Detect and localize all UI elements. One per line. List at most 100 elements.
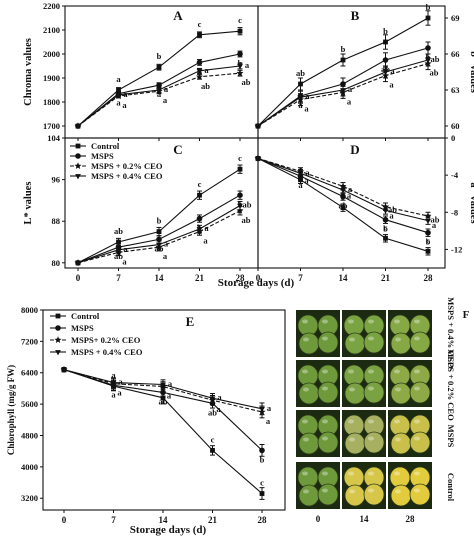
y-axis-title: Chlorophyll (mg/g FW) (6, 365, 16, 455)
data-point (237, 192, 243, 198)
x-axis-title-bottom: Storage days (d) (130, 524, 207, 536)
series-3: a aab ab (74, 69, 251, 129)
jujube-fruit (317, 381, 339, 404)
legend-label: MSPS (71, 323, 94, 333)
data-point (237, 166, 243, 172)
significance-label: ab (242, 215, 251, 225)
jujube-fruit (390, 332, 412, 355)
legend-label: MSPS (91, 151, 114, 161)
y-tick-label: 7200 (21, 336, 38, 346)
plot-frame (64, 5, 259, 139)
data-point (237, 203, 243, 209)
legend-marker (74, 162, 82, 169)
significance-label: a (167, 390, 172, 400)
jujube-fruit (409, 431, 431, 454)
jujube-fruit (298, 382, 320, 405)
x-tick-label: 14 (339, 273, 349, 283)
significance-label: b (157, 51, 162, 61)
jujube-fruit (344, 484, 366, 507)
legend-marker (75, 174, 81, 180)
fruit-highlight (394, 369, 400, 374)
significance-label: a (298, 180, 303, 190)
data-point (115, 92, 122, 99)
photo-cell (342, 410, 386, 457)
series-1: ab b b b (255, 2, 431, 129)
significance-label: a (163, 95, 168, 105)
photo-cell (296, 360, 340, 407)
fruit-highlight (349, 337, 355, 342)
fruit-highlight (395, 489, 401, 494)
data-point (195, 73, 204, 80)
significance-label: a (118, 377, 123, 387)
significance-label: ab (201, 81, 210, 91)
fruit-highlight (414, 319, 420, 324)
x-tick-label: 14 (155, 273, 165, 283)
data-point (236, 69, 244, 77)
data-point (297, 171, 304, 177)
significance-label: a (122, 100, 127, 110)
fruit-highlight (414, 386, 420, 391)
fruit-highlight (368, 336, 374, 341)
x-tick-label: 28 (236, 273, 246, 283)
significance-label: c (260, 478, 264, 488)
y-tick-label: -12 (451, 244, 462, 254)
significance-label: a (347, 190, 352, 200)
data-point (196, 68, 203, 75)
photo-cell (388, 310, 432, 357)
significance-label: ab (114, 251, 123, 261)
jujube-fruit (409, 381, 431, 404)
significance-label: a (168, 379, 173, 389)
fruit-highlight (414, 488, 420, 493)
photo-row-label: MSPS + 0.4% CEO (446, 297, 456, 369)
fruit-highlight (349, 387, 355, 392)
significance-label: a (304, 104, 309, 114)
jujube-fruit (363, 483, 385, 506)
fruit-highlight (349, 489, 355, 494)
fruit-highlight (348, 319, 354, 324)
data-point (236, 207, 244, 214)
x-tick-label: 14 (159, 515, 169, 525)
data-point (382, 208, 389, 214)
x-tick-label: 21 (381, 273, 391, 283)
fruit-highlight (394, 471, 400, 476)
data-point (237, 64, 243, 70)
y-tick-label: 63 (451, 85, 460, 95)
data-point (75, 260, 81, 267)
jujube-fruit (390, 382, 412, 405)
y-tick-label: 2200 (43, 1, 60, 11)
significance-label: a (122, 256, 127, 266)
significance-label: a (111, 389, 116, 399)
fruit-highlight (414, 471, 420, 476)
data-point (209, 396, 216, 402)
series-line (63, 369, 263, 413)
legend-marker (55, 325, 61, 331)
photo-col-label: 28 (406, 514, 416, 524)
significance-label: ab (430, 68, 439, 78)
fruit-highlight (322, 386, 328, 391)
data-point (156, 229, 162, 234)
fruit-highlight (303, 387, 309, 392)
significance-label: a (348, 184, 353, 194)
jujube-fruit (409, 483, 431, 506)
fruit-highlight (395, 337, 401, 342)
data-point (160, 395, 166, 401)
legend-e: Control MSPS MSPS+ 0.2% CEO MSPS + 0.4% CEO (50, 311, 143, 357)
fruit-highlight (302, 369, 308, 374)
fruit-highlight (322, 488, 328, 493)
significance-label: a (390, 66, 395, 76)
x-tick-label: 0 (76, 273, 81, 283)
x-tick-label: 21 (195, 273, 205, 283)
significance-label: a (164, 84, 169, 94)
data-point (425, 45, 431, 51)
y-tick-label: 4000 (21, 462, 38, 472)
y-tick-label: 2100 (43, 25, 60, 35)
jujube-fruit (317, 331, 339, 354)
panel-label: D (350, 142, 359, 157)
legend-marker (75, 143, 81, 149)
fruit-highlight (368, 436, 374, 441)
